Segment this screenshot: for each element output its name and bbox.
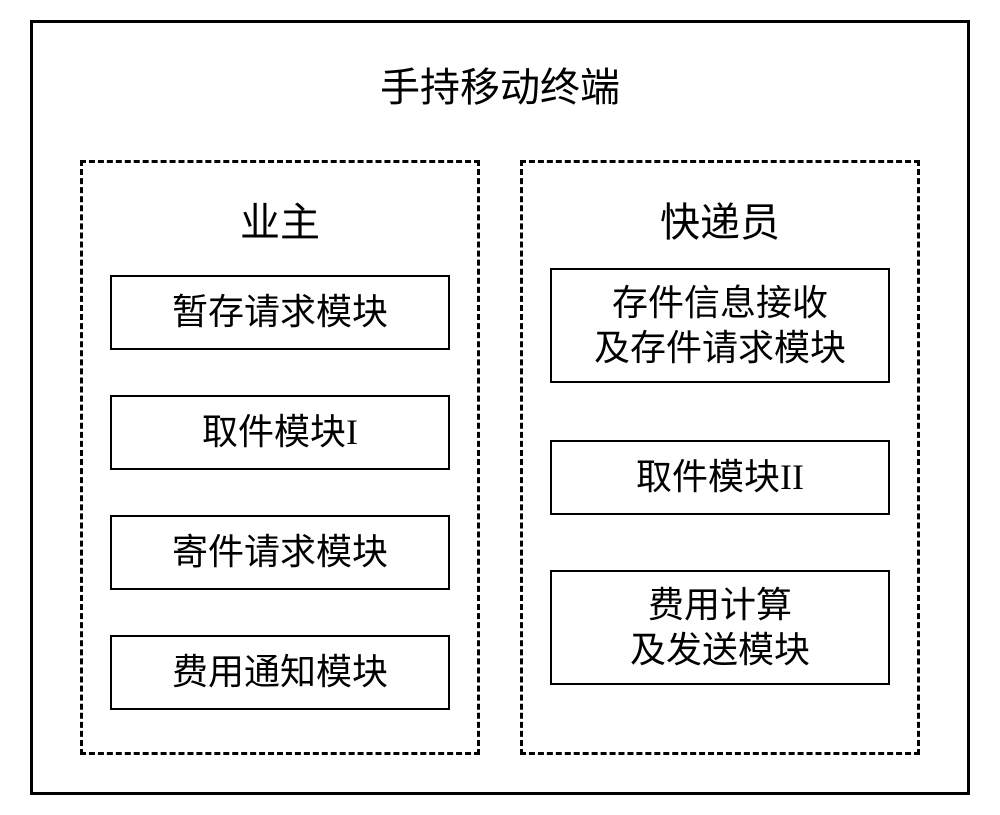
courier-module-store-info-receive: 存件信息接收 及存件请求模块 — [550, 268, 890, 383]
courier-group-title: 快递员 — [520, 190, 920, 248]
owner-module-temp-storage-request: 暂存请求模块 — [110, 275, 450, 350]
courier-module-pickup-ii: 取件模块II — [550, 440, 890, 515]
owner-module-send-request: 寄件请求模块 — [110, 515, 450, 590]
owner-module-fee-notice: 费用通知模块 — [110, 635, 450, 710]
main-title: 手持移动终端 — [30, 55, 970, 113]
courier-module-fee-calc-send: 费用计算 及发送模块 — [550, 570, 890, 685]
owner-module-pickup-i: 取件模块I — [110, 395, 450, 470]
owner-group-title: 业主 — [80, 190, 480, 248]
diagram-canvas: 手持移动终端 业主 暂存请求模块 取件模块I 寄件请求模块 费用通知模块 快递员… — [0, 0, 1000, 815]
